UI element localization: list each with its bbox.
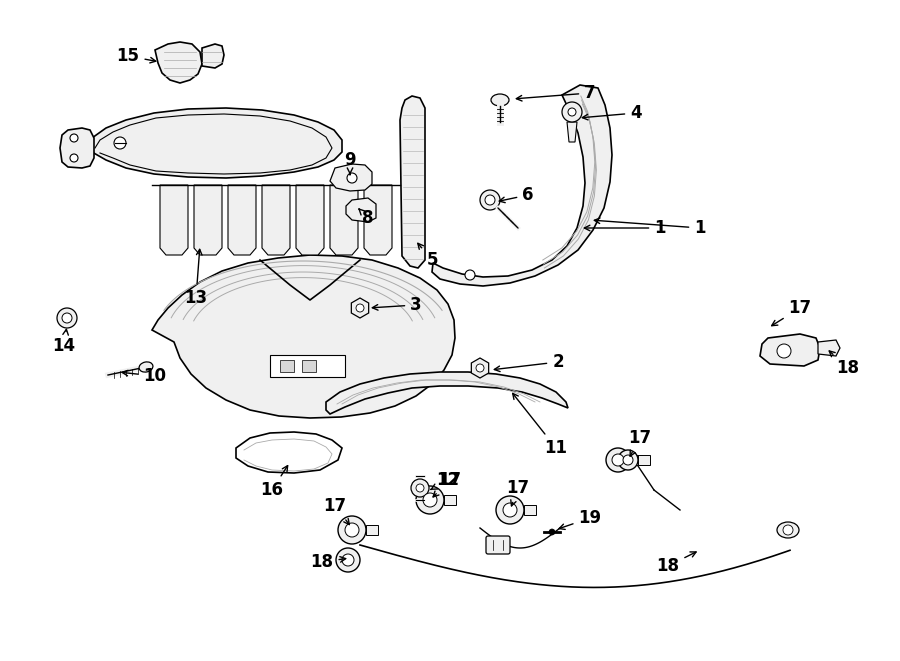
Text: 18: 18 — [310, 553, 346, 571]
Circle shape — [568, 108, 576, 116]
Polygon shape — [818, 340, 840, 356]
Circle shape — [480, 190, 500, 210]
Polygon shape — [160, 185, 188, 255]
Circle shape — [57, 308, 77, 328]
Bar — [302, 360, 316, 372]
Circle shape — [70, 154, 78, 162]
Text: 14: 14 — [52, 329, 76, 355]
Polygon shape — [630, 455, 642, 465]
Circle shape — [347, 173, 357, 183]
Polygon shape — [60, 128, 94, 168]
Polygon shape — [444, 495, 456, 505]
Text: 5: 5 — [418, 243, 437, 269]
Polygon shape — [296, 185, 324, 255]
Text: 19: 19 — [559, 509, 601, 529]
Polygon shape — [364, 185, 392, 255]
Circle shape — [503, 503, 517, 517]
Text: 2: 2 — [494, 353, 563, 371]
Circle shape — [562, 102, 582, 122]
Polygon shape — [236, 432, 342, 473]
Polygon shape — [760, 334, 820, 366]
FancyBboxPatch shape — [486, 536, 510, 554]
Text: 3: 3 — [373, 296, 422, 314]
Polygon shape — [366, 525, 378, 535]
Polygon shape — [638, 455, 650, 465]
Bar — [280, 360, 294, 372]
Polygon shape — [524, 505, 536, 515]
Text: 6: 6 — [500, 186, 534, 204]
Text: 17: 17 — [323, 497, 349, 525]
Text: 18: 18 — [656, 552, 696, 575]
Polygon shape — [85, 108, 342, 178]
Circle shape — [338, 516, 366, 544]
Polygon shape — [228, 185, 256, 255]
Polygon shape — [432, 85, 612, 286]
Text: 17: 17 — [771, 299, 812, 326]
Text: 17: 17 — [433, 471, 462, 497]
Circle shape — [62, 313, 72, 323]
Text: 16: 16 — [260, 465, 288, 499]
Circle shape — [416, 486, 444, 514]
Text: 18: 18 — [829, 351, 860, 377]
Polygon shape — [202, 44, 224, 68]
Polygon shape — [346, 198, 376, 222]
Circle shape — [342, 554, 354, 566]
Text: 15: 15 — [116, 47, 156, 65]
Text: 17: 17 — [628, 429, 652, 456]
Text: 8: 8 — [359, 209, 374, 227]
Polygon shape — [326, 372, 568, 414]
Circle shape — [423, 493, 437, 507]
Text: 7: 7 — [517, 84, 596, 102]
Polygon shape — [330, 164, 372, 191]
Text: 12: 12 — [431, 471, 460, 490]
Polygon shape — [400, 96, 425, 268]
Text: 17: 17 — [507, 479, 529, 506]
Polygon shape — [567, 122, 577, 142]
Circle shape — [465, 270, 475, 280]
Polygon shape — [155, 42, 202, 83]
Circle shape — [783, 525, 793, 535]
Ellipse shape — [140, 362, 153, 372]
Circle shape — [356, 304, 364, 312]
Circle shape — [114, 137, 126, 149]
Text: 10: 10 — [122, 367, 166, 385]
Text: 11: 11 — [513, 393, 568, 457]
Circle shape — [618, 450, 638, 470]
Circle shape — [496, 496, 524, 524]
Text: 1: 1 — [594, 218, 706, 237]
Text: 4: 4 — [582, 104, 642, 122]
Circle shape — [623, 455, 633, 465]
Polygon shape — [262, 185, 290, 255]
Ellipse shape — [777, 522, 799, 538]
Text: 9: 9 — [344, 151, 356, 175]
Bar — [270, 355, 345, 377]
Circle shape — [336, 548, 360, 572]
Text: 1: 1 — [584, 219, 666, 237]
Text: 13: 13 — [184, 249, 208, 307]
Ellipse shape — [491, 94, 509, 106]
Polygon shape — [330, 185, 358, 255]
Circle shape — [476, 364, 484, 372]
Circle shape — [777, 344, 791, 358]
Circle shape — [606, 448, 630, 472]
Polygon shape — [152, 255, 455, 418]
Circle shape — [411, 479, 429, 497]
Circle shape — [612, 454, 624, 466]
Circle shape — [416, 484, 424, 492]
Circle shape — [549, 529, 555, 535]
Circle shape — [485, 195, 495, 205]
Circle shape — [345, 523, 359, 537]
Circle shape — [70, 134, 78, 142]
Polygon shape — [194, 185, 222, 255]
